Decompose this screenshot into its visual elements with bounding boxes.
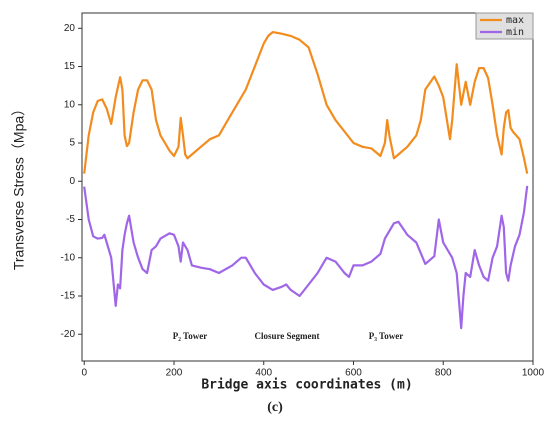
y-tick-label: -20 — [61, 329, 76, 340]
y-axis-label: Transverse Stress（Mpa） — [11, 102, 27, 270]
legend-label: max — [506, 15, 524, 26]
caption: (c) — [267, 400, 283, 415]
x-tick-label: 0 — [81, 368, 87, 379]
y-tick-label: 0 — [69, 176, 75, 187]
plot-frame — [81, 12, 534, 362]
x-axis-label: Bridge axis coordinates (m) — [201, 378, 412, 393]
y-tick-label: -10 — [61, 252, 76, 263]
legend-box — [475, 12, 534, 40]
x-tick-label: 400 — [255, 368, 272, 379]
annotation: Closure Segment — [254, 331, 319, 341]
annotation: P₂ Tower — [173, 331, 207, 341]
x-tick-label: 800 — [435, 368, 452, 379]
line-series — [83, 185, 529, 330]
x-tick-label: 200 — [166, 368, 183, 379]
y-tick-label: 5 — [69, 138, 75, 149]
y-tick-label: 15 — [64, 61, 76, 72]
x-tick-label: 1000 — [522, 368, 545, 379]
y-tick-label: -5 — [66, 214, 75, 225]
line-series — [83, 31, 529, 174]
annotation: P₃ Tower — [369, 331, 403, 341]
y-tick-label: 20 — [64, 23, 76, 34]
y-tick-label: 10 — [64, 99, 76, 110]
legend-label: min — [506, 27, 524, 38]
y-tick-label: -15 — [61, 291, 76, 302]
x-tick-label: 600 — [345, 368, 362, 379]
